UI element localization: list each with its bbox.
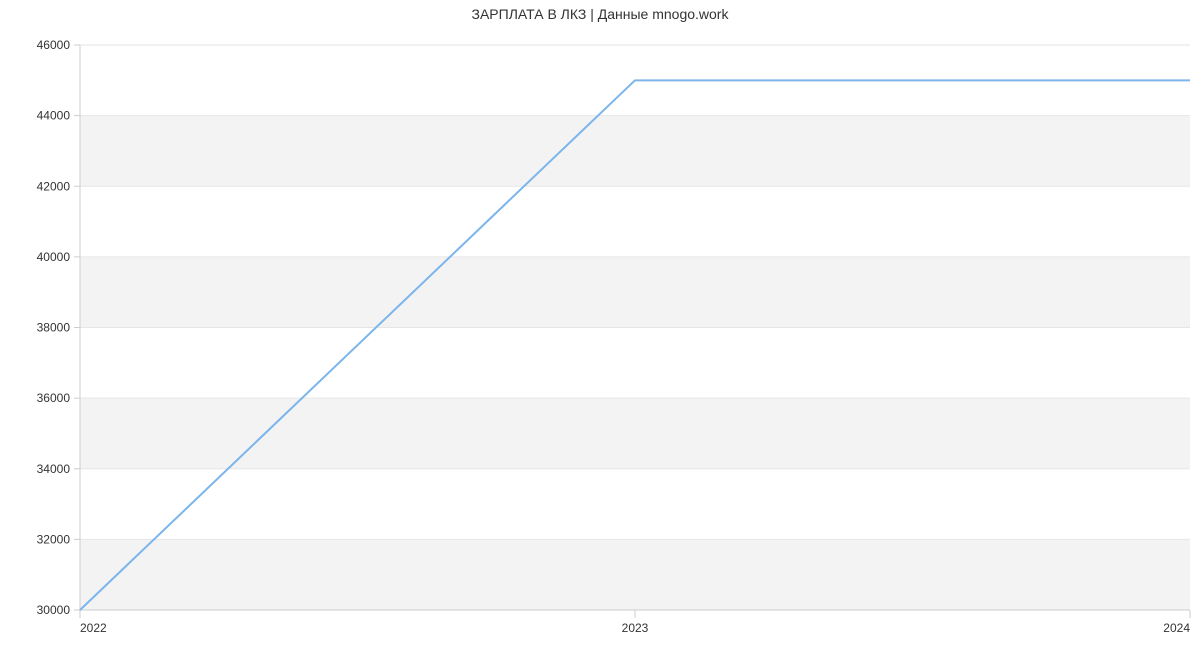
svg-text:40000: 40000 bbox=[37, 250, 71, 264]
svg-text:2022: 2022 bbox=[80, 621, 107, 635]
svg-text:44000: 44000 bbox=[37, 109, 71, 123]
svg-text:36000: 36000 bbox=[37, 391, 71, 405]
chart-svg: 30000 32000 34000 36000 38000 40000 42000 44000… bbox=[0, 0, 1200, 650]
chart-title: ЗАРПЛАТА В ЛКЗ | Данные mnogo.work bbox=[0, 6, 1200, 22]
salary-line-chart: ЗАРПЛАТА В ЛКЗ | Данные mnogo.work 30000… bbox=[0, 0, 1200, 650]
svg-text:46000: 46000 bbox=[37, 38, 71, 52]
svg-text:2023: 2023 bbox=[622, 621, 649, 635]
svg-text:30000: 30000 bbox=[37, 603, 71, 617]
svg-text:2024: 2024 bbox=[1163, 621, 1190, 635]
svg-text:38000: 38000 bbox=[37, 321, 71, 335]
svg-text:42000: 42000 bbox=[37, 179, 71, 193]
svg-text:34000: 34000 bbox=[37, 462, 71, 476]
svg-text:32000: 32000 bbox=[37, 532, 71, 546]
